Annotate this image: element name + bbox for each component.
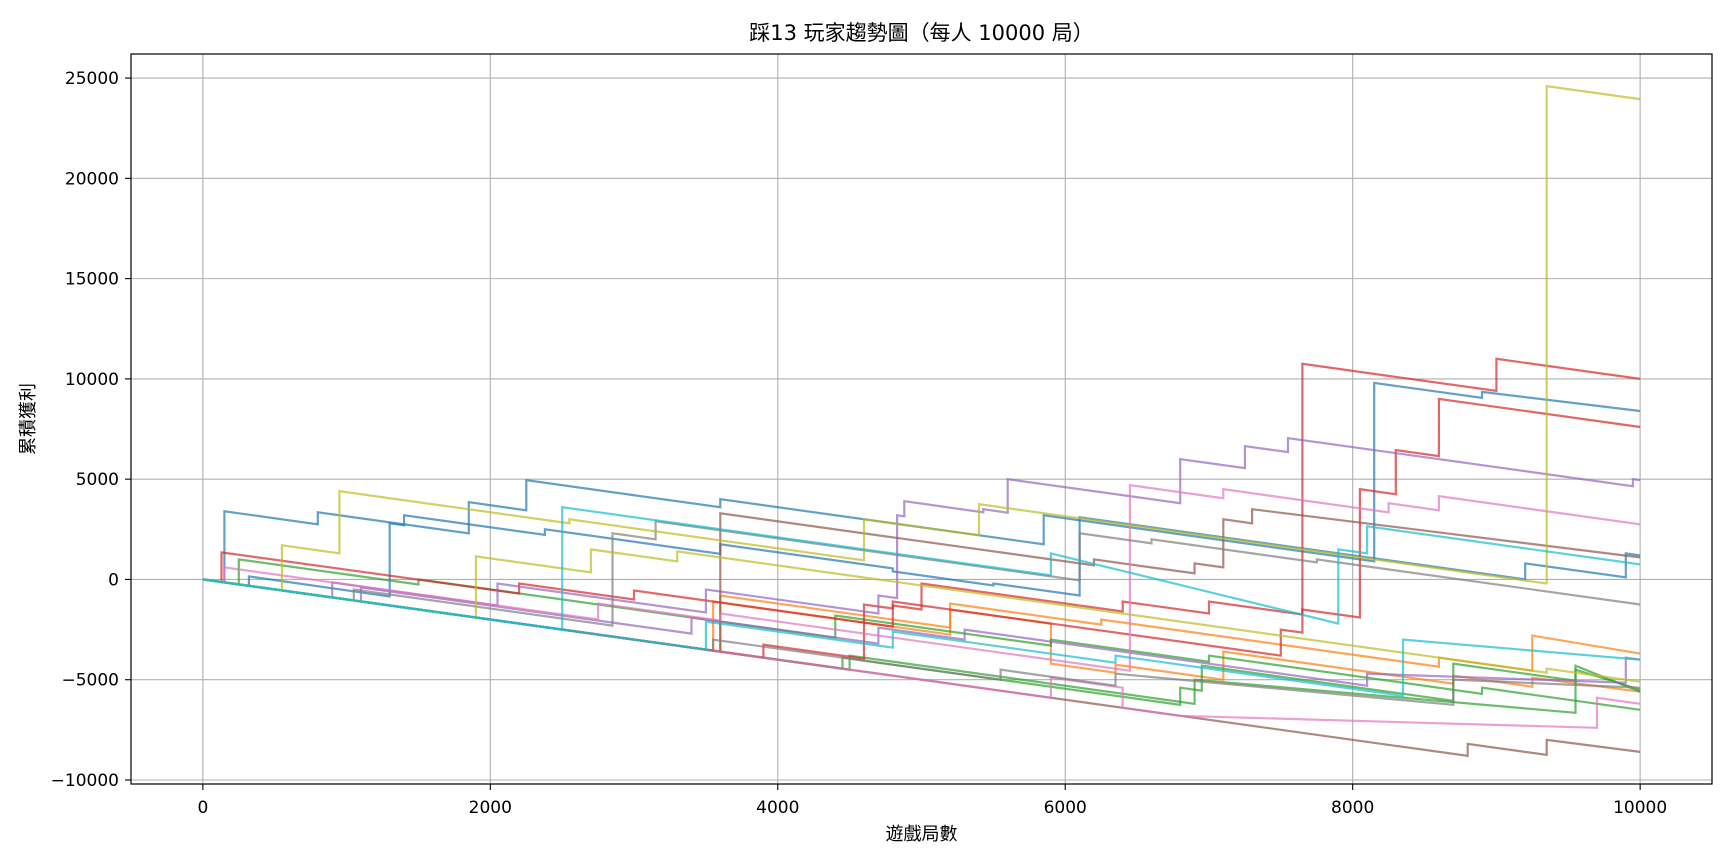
series-line — [202, 578, 1641, 672]
x-axis-title: 遊戲局數 — [886, 824, 958, 845]
series-lines — [202, 84, 1641, 758]
series-line — [202, 483, 1641, 672]
series-line — [202, 505, 1641, 631]
y-tick-label: 10000 — [65, 370, 119, 390]
series-line — [202, 514, 1641, 598]
x-tick-label: 4000 — [756, 798, 799, 818]
x-tick-label: 2000 — [469, 798, 512, 818]
y-tick-label: 5000 — [76, 470, 119, 490]
grid-lines — [131, 54, 1712, 784]
chart-title: 踩13 玩家趨勢圖（每人 10000 局） — [749, 21, 1094, 45]
series-line — [202, 357, 1641, 628]
series-line — [202, 84, 1641, 592]
axis-ticks: 0 2000 4000 6000 8000 10000 −10000 −5000 0 5000 10… — [51, 69, 1668, 818]
series-line — [202, 578, 1641, 729]
y-tick-label: 25000 — [65, 69, 119, 89]
plot-area-frame — [130, 53, 1713, 785]
series-line — [202, 436, 1641, 615]
series-line — [202, 507, 1641, 653]
series-line — [202, 381, 1641, 584]
x-tick-label: 6000 — [1044, 798, 1087, 818]
y-tick-label: 20000 — [65, 169, 119, 189]
series-line — [202, 548, 1641, 683]
x-tick-label: 8000 — [1331, 798, 1374, 818]
series-line — [202, 578, 1641, 698]
y-tick-label: −5000 — [61, 671, 119, 691]
y-tick-label: 0 — [108, 570, 119, 590]
series-line — [202, 578, 1641, 707]
y-axis-title: 累積獲利 — [18, 383, 39, 455]
series-line — [202, 578, 1641, 758]
series-line — [202, 558, 1641, 711]
y-tick-label: −10000 — [51, 771, 119, 791]
series-line — [202, 397, 1641, 660]
y-tick-label: 15000 — [65, 270, 119, 290]
x-tick-label: 10000 — [1613, 798, 1667, 818]
x-tick-label: 0 — [197, 798, 208, 818]
